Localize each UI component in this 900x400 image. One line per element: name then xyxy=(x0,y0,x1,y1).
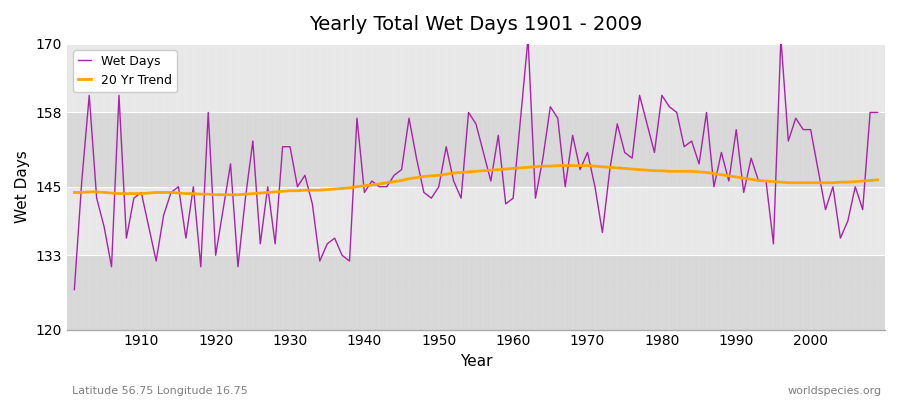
Wet Days xyxy=(508,196,518,200)
20 Yr Trend xyxy=(69,190,80,195)
Title: Yearly Total Wet Days 1901 - 2009: Yearly Total Wet Days 1901 - 2009 xyxy=(310,15,643,34)
20 Yr Trend xyxy=(515,166,526,170)
Bar xyxy=(67,112,885,187)
Wet Days xyxy=(69,287,80,292)
Legend: Wet Days, 20 Yr Trend: Wet Days, 20 Yr Trend xyxy=(73,50,176,92)
Bar xyxy=(67,187,885,255)
Wet Days xyxy=(605,167,616,172)
Wet Days xyxy=(872,110,883,115)
Line: 20 Yr Trend: 20 Yr Trend xyxy=(75,166,878,195)
Bar xyxy=(67,255,885,330)
20 Yr Trend xyxy=(129,191,140,196)
20 Yr Trend xyxy=(344,186,355,190)
Wet Days xyxy=(129,196,140,200)
20 Yr Trend xyxy=(872,178,883,182)
Text: Latitude 56.75 Longitude 16.75: Latitude 56.75 Longitude 16.75 xyxy=(72,386,248,396)
Bar xyxy=(67,44,885,112)
20 Yr Trend xyxy=(612,166,623,170)
20 Yr Trend xyxy=(508,166,518,171)
Wet Days xyxy=(523,36,534,40)
Text: worldspecies.org: worldspecies.org xyxy=(788,386,882,396)
Y-axis label: Wet Days: Wet Days xyxy=(15,150,30,223)
Line: Wet Days: Wet Days xyxy=(75,38,878,290)
Wet Days xyxy=(500,202,511,206)
20 Yr Trend xyxy=(211,192,221,197)
20 Yr Trend xyxy=(300,188,310,192)
Wet Days xyxy=(337,253,347,258)
20 Yr Trend xyxy=(553,163,563,168)
Wet Days xyxy=(292,184,303,189)
X-axis label: Year: Year xyxy=(460,354,492,369)
